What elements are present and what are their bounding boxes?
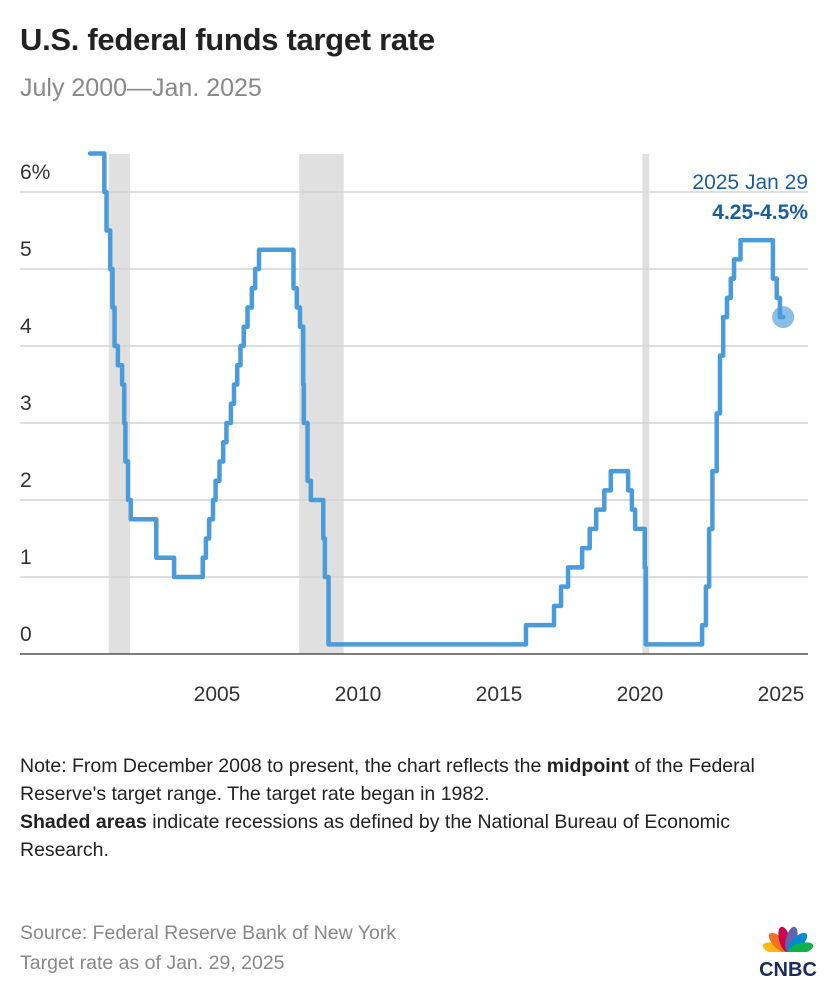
y-tick-label: 1 — [20, 546, 32, 569]
y-tick-label: 0 — [20, 623, 32, 646]
source-block: Source: Federal Reserve Bank of New York… — [20, 918, 396, 978]
x-tick-label: 2015 — [476, 683, 523, 706]
x-tick-label: 2005 — [194, 683, 241, 706]
y-tick-label: 3 — [20, 392, 32, 415]
recession-bands — [108, 154, 650, 654]
x-tick-label: 2025 — [758, 683, 805, 706]
note-text: of the Federal Reserve's target range. T… — [20, 755, 755, 805]
recession-band — [108, 154, 130, 654]
annotation-value: 4.25-4.5% — [712, 201, 808, 224]
y-tick-label: 6% — [20, 161, 50, 184]
cnbc-logo: CNBC — [758, 926, 818, 980]
note-bold-shaded: Shaded areas — [20, 811, 147, 833]
as-of-text: Target rate as of Jan. 29, 2025 — [20, 952, 285, 974]
y-axis-labels: 0 1 2 3 4 5 6% — [20, 161, 50, 646]
note-text: indicate recessions as defined by the Na… — [20, 811, 730, 861]
recession-band — [642, 154, 650, 654]
x-axis-labels: 2005 2010 2015 2020 2025 — [194, 683, 805, 706]
rate-line — [87, 151, 786, 647]
recession-band — [299, 154, 344, 654]
latest-point-marker — [772, 306, 795, 329]
rate-chart: 0 1 2 3 4 5 6% 2005 2010 2015 2020 2025 2025 Jan 2… — [20, 151, 808, 706]
source-text: Source: Federal Reserve Bank of New York — [20, 922, 397, 944]
chart-title: U.S. federal funds target rate — [20, 22, 435, 57]
chart-note: Note: From December 2008 to present, the… — [20, 752, 760, 864]
note-text: Note: From December 2008 to present, the… — [20, 755, 547, 777]
x-tick-label: 2010 — [335, 683, 382, 706]
svg-text:CNBC: CNBC — [759, 959, 817, 980]
x-tick-label: 2020 — [617, 683, 664, 706]
y-tick-label: 5 — [20, 238, 32, 261]
y-tick-label: 4 — [20, 315, 32, 338]
chart-subtitle: July 2000—Jan. 2025 — [20, 74, 262, 102]
note-bold-midpoint: midpoint — [546, 755, 630, 777]
y-tick-label: 2 — [20, 469, 32, 492]
annotation-date: 2025 Jan 29 — [692, 171, 808, 194]
gridlines — [20, 191, 808, 655]
